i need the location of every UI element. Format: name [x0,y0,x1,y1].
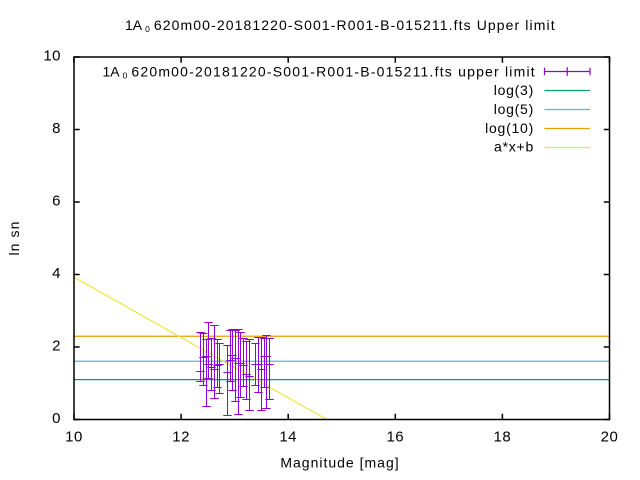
svg-text:16: 16 [386,428,404,445]
svg-text:log(3): log(3) [494,82,534,98]
svg-text:20: 20 [601,428,619,445]
svg-text:a*x+b: a*x+b [494,139,534,155]
svg-text:4: 4 [52,265,61,282]
svg-text:12: 12 [172,428,190,445]
svg-text:log(5): log(5) [494,101,534,117]
svg-text:0: 0 [52,410,61,427]
svg-text:log(10): log(10) [485,120,534,136]
svg-text:Magnitude [mag]: Magnitude [mag] [280,455,399,471]
svg-text:10: 10 [43,48,61,65]
svg-text:2: 2 [52,338,61,355]
svg-text:ln sn: ln sn [6,220,22,255]
svg-text:10: 10 [65,428,83,445]
svg-text:6: 6 [52,193,61,210]
svg-text:14: 14 [279,428,297,445]
svg-text:8: 8 [52,120,61,137]
svg-text:18: 18 [494,428,512,445]
